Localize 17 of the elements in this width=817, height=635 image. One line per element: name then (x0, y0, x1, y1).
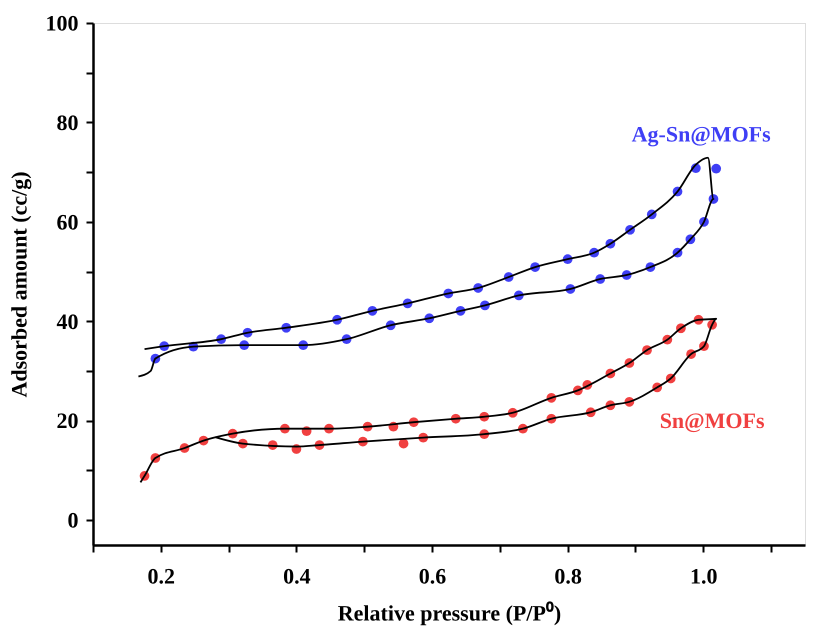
y-tick-label: 80 (56, 110, 78, 135)
y-axis-title: Adsorbed amount (cc/g) (6, 171, 32, 398)
series-label: Ag-Sn@MOFs (632, 122, 772, 147)
point (711, 164, 722, 174)
y-tick-label: 60 (56, 209, 78, 234)
y-tick-label: 0 (68, 508, 78, 533)
x-tick-label: 1.0 (690, 564, 718, 588)
x-tick-label: 0.2 (148, 564, 176, 588)
x-tick-label: 0.8 (554, 564, 582, 588)
y-tick-label: 20 (56, 408, 78, 434)
y-tick-label: 100 (46, 10, 78, 36)
point (398, 438, 408, 448)
x-axis-title: Relative pressure (P/P⁰) (338, 600, 562, 626)
y-tick-label: 40 (56, 308, 78, 334)
x-tick-label: 0.6 (418, 564, 446, 588)
series-label: Sn@MOFs (660, 408, 765, 433)
x-tick-label: 0.4 (283, 564, 311, 588)
